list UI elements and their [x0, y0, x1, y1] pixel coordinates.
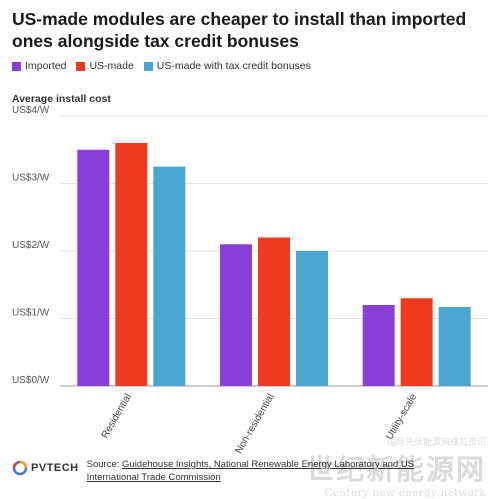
- bar: [362, 305, 395, 386]
- y-tick-label: US$2/W: [12, 240, 50, 251]
- bar: [77, 149, 110, 386]
- source-note: Source: Guidehouse Insights, National Re…: [87, 458, 457, 484]
- footer: PVTECH Source: Guidehouse Insights, Nati…: [12, 458, 492, 484]
- legend-swatch-us-made-tax: [143, 61, 153, 71]
- y-tick-label: US$1/W: [12, 308, 50, 319]
- legend-label-us-made-tax: US-made with tax credit bonuses: [156, 60, 311, 72]
- y-tick-label: US$3/W: [12, 173, 50, 184]
- legend-swatch-us-made: [76, 61, 86, 71]
- bar: [115, 143, 148, 386]
- pvtech-logo-text: PVTECH: [31, 462, 79, 474]
- bar: [258, 237, 290, 386]
- watermark-top: 国际光伏能源网络与资讯: [386, 438, 486, 448]
- pvtech-logo: PVTECH: [12, 460, 79, 476]
- bar-chart: US$0/W US$1/W US$2/W US$3/W US$4/W Residentia…: [12, 106, 488, 456]
- bar: [400, 298, 433, 386]
- watermark-subtitle: Century new energy network: [324, 488, 486, 499]
- legend-item-imported: Imported: [12, 60, 66, 72]
- legend-swatch-imported: [12, 61, 21, 71]
- x-tick-label: Residential: [100, 392, 134, 440]
- bar: [438, 307, 471, 386]
- watermark-title: 世纪新能源网: [305, 453, 486, 486]
- source-link[interactable]: Guidehouse Insights, National Renewable …: [86, 459, 415, 483]
- chart-title: US-made modules are cheaper to install t…: [12, 9, 467, 51]
- x-tick-label: Non-residential: [233, 392, 276, 456]
- bar: [220, 244, 252, 386]
- legend: Imported US-made US-made with tax credit…: [12, 60, 311, 72]
- bar: [153, 166, 186, 386]
- y-axis-label: Average install cost: [12, 93, 111, 105]
- watermark: 国际光伏能源网络与资讯 世纪新能源网 Century new energy ne…: [306, 435, 486, 499]
- bar: [296, 251, 328, 386]
- y-tick-label: US$4/W: [12, 106, 50, 116]
- source-prefix: Source:: [86, 459, 123, 470]
- legend-label-us-made: US-made: [89, 60, 134, 72]
- legend-item-us-made-tax: US-made with tax credit bonuses: [143, 60, 311, 72]
- y-tick-label: US$0/W: [12, 375, 50, 386]
- legend-label-imported: Imported: [25, 60, 67, 72]
- legend-item-us-made: US-made: [76, 60, 134, 72]
- pvtech-logo-icon: [12, 460, 28, 476]
